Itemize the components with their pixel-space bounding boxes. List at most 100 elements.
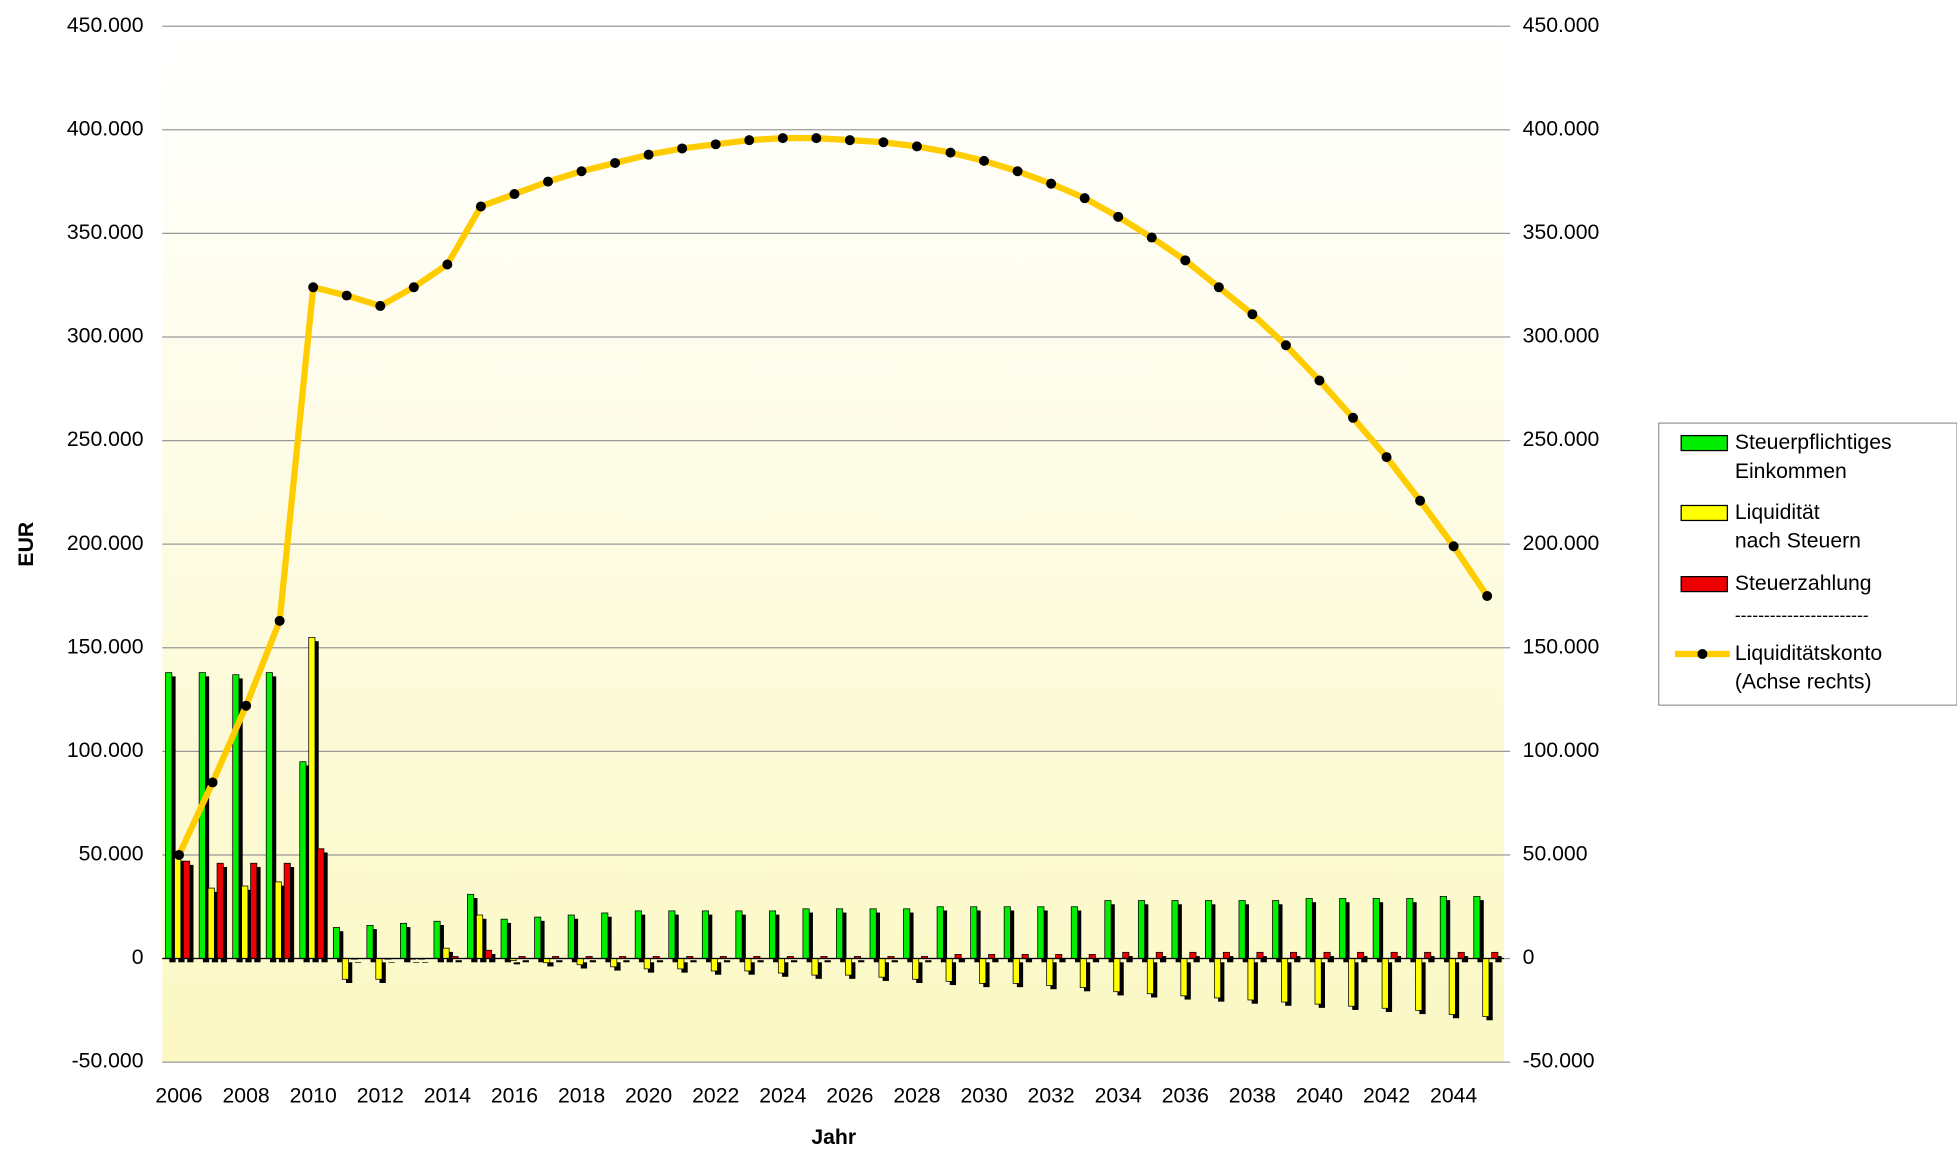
bar [1012, 958, 1020, 984]
bar [1104, 900, 1112, 959]
bar [1037, 906, 1045, 959]
bar-shadow [1294, 956, 1301, 963]
bar [1290, 951, 1298, 959]
bar-shadow [404, 927, 411, 963]
x-tick-label: 2010 [290, 1085, 337, 1108]
bar-shadow [1074, 910, 1082, 963]
bar [1482, 958, 1490, 1017]
bar [332, 927, 340, 959]
bar-shadow [1452, 962, 1460, 1019]
bar [207, 887, 215, 959]
x-tick-label: 2044 [1430, 1085, 1477, 1108]
bar-shadow [437, 924, 444, 963]
bar [174, 856, 182, 959]
bar [1406, 898, 1414, 959]
y2-tick-label: 200.000 [1523, 532, 1600, 555]
line-point [274, 615, 285, 626]
x-tick-label: 2014 [424, 1085, 471, 1108]
legend-label: Liquiditätskonto (Achse rechts) [1735, 642, 1882, 694]
bar [970, 906, 978, 959]
y2-tick-label: 350.000 [1523, 221, 1600, 244]
bar-shadow [1025, 958, 1033, 963]
bar-shadow [681, 962, 688, 973]
y2-tick-label: 300.000 [1523, 325, 1600, 348]
bar [912, 958, 920, 980]
bar-shadow [522, 960, 529, 963]
bar [710, 958, 718, 972]
bar-shadow [1209, 904, 1216, 963]
y-tick-label: 50.000 [79, 843, 144, 866]
bar-shadow [916, 962, 923, 984]
bar-shadow [605, 916, 612, 963]
bar-shadow [1117, 962, 1124, 996]
bar-shadow [1410, 902, 1417, 963]
bar-shadow [202, 676, 210, 963]
bar [701, 910, 709, 959]
bar [308, 637, 316, 959]
bar-shadow [714, 962, 722, 975]
bar-shadow [773, 914, 780, 963]
bar [1357, 951, 1365, 959]
bar [433, 920, 441, 959]
bar-shadow [647, 962, 655, 973]
bar-shadow [1419, 962, 1426, 1015]
bar-shadow [623, 960, 630, 963]
line-point [241, 700, 252, 711]
y-tick-label: -50.000 [72, 1050, 144, 1073]
x-tick-label: 2040 [1296, 1085, 1343, 1108]
line-point [1482, 590, 1493, 601]
bar-shadow [1251, 962, 1258, 1004]
line-point [1146, 232, 1157, 243]
y2-tick-label: 400.000 [1523, 117, 1600, 140]
bar-shadow [388, 962, 395, 963]
bar-shadow [1227, 956, 1234, 963]
bar-shadow [638, 914, 646, 963]
line-point [408, 282, 419, 293]
bar-shadow [312, 641, 319, 963]
line-point [576, 166, 587, 177]
y-tick-label: 300.000 [67, 325, 144, 348]
bar-shadow [806, 912, 813, 963]
bar [768, 910, 777, 959]
bar [1415, 958, 1423, 1011]
bar-shadow [1327, 956, 1334, 963]
bar-shadow [1486, 962, 1493, 1021]
bar-shadow [706, 914, 713, 963]
bar [668, 910, 676, 959]
bar-shadow [471, 898, 478, 963]
bar [567, 914, 575, 959]
bar-shadow [1276, 904, 1283, 963]
bar [1146, 958, 1154, 995]
x-tick-label: 2022 [692, 1085, 739, 1108]
bar-shadow [287, 866, 295, 963]
x-tick-label: 2030 [960, 1085, 1007, 1108]
legend-label: Liquidität nach Steuern [1735, 501, 1861, 553]
bar-shadow [303, 765, 310, 963]
bar [534, 916, 542, 959]
bar-shadow [907, 912, 914, 963]
x-axis-label: Jahr [811, 1126, 856, 1149]
bar-shadow [278, 885, 286, 963]
x-tick-label: 2020 [625, 1085, 672, 1108]
bar [1155, 951, 1163, 959]
bar [936, 906, 944, 959]
bar [1390, 951, 1398, 959]
bar-shadow [1092, 958, 1100, 963]
bar-shadow [983, 962, 990, 988]
bar [1256, 951, 1264, 959]
bar-shadow [571, 918, 579, 963]
bar [283, 862, 291, 959]
bar [476, 914, 484, 959]
bar [845, 958, 853, 976]
x-tick-label: 2026 [826, 1085, 873, 1108]
bar-shadow [337, 931, 344, 963]
bar-shadow [1175, 904, 1182, 963]
line [176, 134, 1490, 857]
bar-shadow [974, 910, 981, 963]
bar-shadow [1343, 902, 1350, 963]
bar [1046, 958, 1054, 986]
bar [1372, 898, 1380, 959]
bar-shadow [321, 852, 328, 963]
bar-shadow [422, 962, 429, 963]
bar [1213, 958, 1221, 999]
